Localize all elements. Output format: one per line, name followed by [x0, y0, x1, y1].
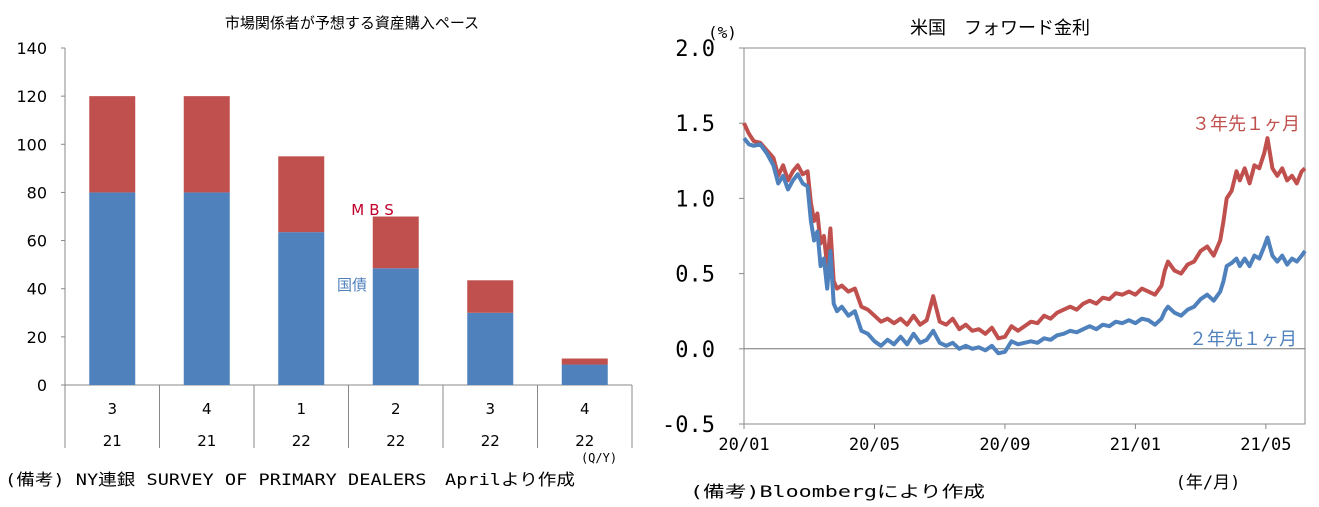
bar-chart-x-quarter-label: 1: [296, 400, 306, 418]
bar-chart-y-tick-label: 20: [27, 328, 47, 347]
bar-chart-x-year-label: 21: [197, 432, 216, 450]
bar-chart-x-year-label: 21: [103, 432, 122, 450]
bar-chart-y-tick-label: 40: [27, 280, 47, 299]
bar-mbs: [467, 280, 514, 313]
bar-chart-x-quarter-label: 2: [391, 400, 401, 418]
bar-treasuries: [89, 192, 136, 385]
bar-chart-x-year-label: 22: [292, 432, 311, 450]
bar-chart-y-tick-label: 80: [27, 183, 47, 202]
bar-chart-unit-label: (Q/Y): [581, 451, 617, 465]
bar-chart-x-quarter-label: 3: [485, 400, 495, 418]
bar-mbs: [561, 358, 608, 365]
line-chart-x-tick-label: 21/01: [1110, 435, 1161, 455]
bar-chart-y-tick-label: 140: [16, 39, 47, 58]
line-chart-label-3y: ３年先１ヶ月: [1192, 114, 1300, 135]
line-chart-title: 米国 フォワード金利: [910, 18, 1090, 39]
line-chart-y-tick-label: -0.5: [662, 413, 715, 438]
bar-chart-title: 市場関係者が予想する資産購入ペース: [225, 14, 479, 32]
series-line-2y-forward: [742, 136, 1307, 356]
line-chart-x-tick-label: 20/01: [718, 435, 769, 455]
bar-treasuries: [278, 232, 325, 385]
bar-chart-x-quarter-label: 4: [580, 400, 590, 418]
bar-chart-label-mbs: MBS: [351, 201, 399, 219]
bar-chart-y-tick-label: 0: [37, 376, 47, 395]
line-chart-x-tick-label: 20/09: [979, 435, 1030, 455]
bar-treasuries: [183, 192, 230, 385]
line-chart-x-unit: (年/月): [1176, 473, 1241, 493]
line-chart-y-tick-label: 1.0: [675, 187, 715, 212]
bar-mbs: [278, 156, 325, 233]
line-chart-y-tick-label: 1.5: [675, 112, 715, 137]
line-chart-us-forward-rates: 米国 フォワード金利 (%) 2.0 1.5 1.0 0.5 0.0 -0.5 20/01…: [662, 18, 1307, 501]
line-chart-y-tick-label: 2.0: [675, 37, 715, 62]
series-line-3y-forward: [742, 122, 1307, 341]
bar-chart-y-tick-label: 120: [16, 87, 47, 106]
line-chart-y-unit: (%): [708, 23, 737, 42]
bar-mbs: [372, 216, 419, 269]
line-chart-x-tick-label: 20/05: [849, 435, 900, 455]
line-chart-y-tick-label: 0.0: [675, 338, 715, 363]
line-chart-x-tick-label: 21/05: [1240, 435, 1291, 455]
bar-mbs: [89, 96, 136, 193]
line-chart-y-tick-label: 0.5: [675, 263, 715, 288]
bar-chart-label-treasuries: 国債: [337, 276, 367, 294]
bar-mbs: [183, 96, 230, 193]
bar-chart-x-year-label: 22: [386, 432, 405, 450]
bar-chart-x-year-label: 22: [481, 432, 500, 450]
bar-treasuries: [467, 312, 514, 385]
bar-treasuries: [561, 364, 608, 385]
line-chart-plot-frame: [743, 47, 1306, 425]
line-chart-source-note: (備考)Bloombergにより作成: [690, 482, 985, 501]
bar-chart-source-note: (備考) NY連銀 SURVEY OF PRIMARY DEALERS Apri…: [5, 470, 575, 489]
bar-treasuries: [372, 268, 419, 385]
bar-chart-x-year-label: 22: [575, 432, 594, 450]
bar-chart-x-quarter-label: 3: [107, 400, 117, 418]
bar-chart-y-tick-label: 60: [27, 232, 47, 251]
bar-chart-y-tick-label: 100: [16, 135, 47, 154]
bar-chart-x-quarter-label: 4: [202, 400, 212, 418]
line-chart-label-2y: ２年先１ヶ月: [1189, 329, 1297, 350]
